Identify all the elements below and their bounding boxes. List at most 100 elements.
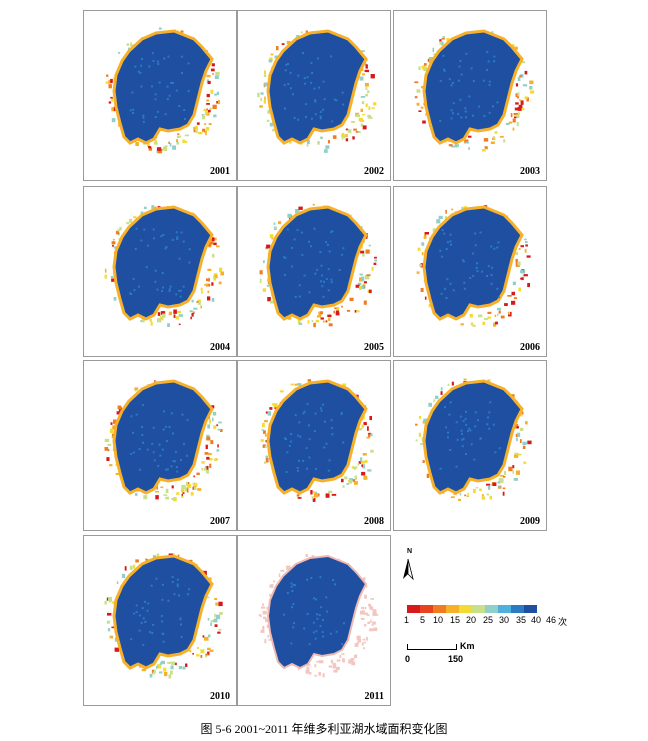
lake-mottle — [289, 71, 292, 74]
lake-mottle — [486, 68, 489, 71]
lake-mottle — [476, 262, 479, 265]
legend-swatch-8 — [511, 605, 524, 613]
lake-mottle — [299, 435, 302, 438]
lake-mottle — [483, 115, 486, 117]
lake-mottle — [445, 297, 448, 299]
lake-mottle — [446, 241, 449, 244]
lake-mottle — [302, 52, 304, 55]
lake-mottle — [135, 413, 138, 416]
lake-mottle — [335, 630, 338, 633]
lake-mottle — [330, 427, 333, 430]
lake-mottle — [472, 80, 475, 82]
north-arrow-icon — [403, 558, 414, 581]
lake-mottle — [182, 285, 185, 288]
lake-mottle — [168, 288, 171, 291]
lake-mottle — [304, 116, 307, 118]
lake-mottle — [157, 63, 160, 66]
lake-mottle — [150, 584, 153, 587]
lake-mottle — [183, 118, 186, 120]
lake-mottle — [488, 84, 491, 86]
lake-mottle — [292, 583, 295, 586]
lake-mottle — [176, 583, 179, 586]
lake-mottle — [478, 105, 481, 108]
lake-mottle — [488, 411, 491, 414]
lake-mottle — [464, 110, 467, 113]
lake-mottle — [188, 248, 191, 251]
lake-mottle — [312, 597, 315, 600]
legend-swatch-7 — [498, 605, 511, 613]
lake-mottle — [467, 430, 469, 433]
lake-mottle — [342, 622, 345, 625]
lake-mottle — [175, 89, 178, 92]
lake-mottle — [148, 65, 151, 68]
lake-mottle — [156, 288, 159, 291]
lake-mottle — [175, 466, 178, 469]
scale-start-label: 0 — [405, 654, 411, 664]
lake-mottle — [446, 436, 449, 439]
lake-mottle — [321, 285, 324, 288]
lake-mottle — [142, 441, 144, 444]
lake-mottle — [463, 281, 466, 284]
lake-mottle — [461, 438, 464, 441]
lake-mottle — [171, 581, 174, 583]
lake-mottle — [486, 275, 488, 277]
lake-mottle — [311, 72, 313, 74]
lake-mottle — [460, 116, 463, 119]
lake-mottle — [341, 643, 344, 646]
lake-mottle — [139, 72, 142, 74]
lake-mottle — [187, 62, 190, 65]
lake-mottle — [335, 99, 338, 102]
lake-mottle — [322, 108, 325, 111]
lake-body — [266, 205, 368, 321]
lake-mottle — [449, 449, 452, 451]
lake-mottle — [154, 98, 157, 101]
lake-mottle — [330, 419, 333, 422]
lake-mottle — [322, 80, 325, 83]
lake-mottle — [138, 448, 141, 450]
lake-mottle — [443, 69, 446, 72]
lake-mottle — [450, 243, 453, 246]
lake-mottle — [308, 240, 311, 243]
lake-mottle — [130, 415, 133, 418]
lake-mottle — [152, 59, 155, 62]
lake-mottle — [497, 241, 500, 244]
lake-mottle — [151, 52, 154, 55]
lake-mottle — [439, 79, 442, 82]
lake-mottle — [308, 438, 311, 441]
lake-mottle — [328, 459, 331, 462]
lake-body — [112, 554, 214, 670]
lake-mottle — [290, 433, 293, 436]
lake-mottle — [297, 118, 300, 121]
lake-mottle — [490, 245, 493, 248]
year-label: 2011 — [364, 691, 384, 702]
lake-mottle — [482, 79, 485, 82]
lake-mottle — [152, 426, 155, 429]
lake-mottle — [319, 625, 322, 628]
lake-mottle — [138, 285, 140, 288]
lake-mottle — [444, 287, 446, 290]
lake-mottle — [486, 423, 489, 426]
lake-mottle — [452, 289, 455, 292]
lake-mottle — [155, 577, 158, 580]
lake-mottle — [314, 637, 317, 640]
lake-mottle — [179, 295, 182, 298]
lake-mottle — [182, 240, 185, 243]
legend-swatch-5 — [472, 605, 485, 613]
lake-mottle — [492, 105, 494, 108]
lake-mottle — [161, 632, 164, 635]
lake-mottle — [446, 278, 449, 281]
lake-mottle — [293, 238, 296, 241]
lake-mottle — [316, 617, 319, 620]
legend-swatch-0 — [407, 605, 420, 613]
map-panel-2001: 2001 — [83, 10, 237, 181]
lake-mottle — [462, 420, 465, 423]
lake-mottle — [187, 90, 190, 93]
lake-mottle — [327, 469, 330, 472]
lake-mottle — [464, 417, 467, 420]
lake-mottle — [134, 248, 137, 251]
lake-mottle — [487, 416, 489, 419]
map-panel-2002: 2002 — [237, 10, 391, 181]
lake-mottle — [323, 446, 326, 449]
lake-mottle — [338, 269, 341, 271]
lake-mottle — [157, 464, 160, 467]
